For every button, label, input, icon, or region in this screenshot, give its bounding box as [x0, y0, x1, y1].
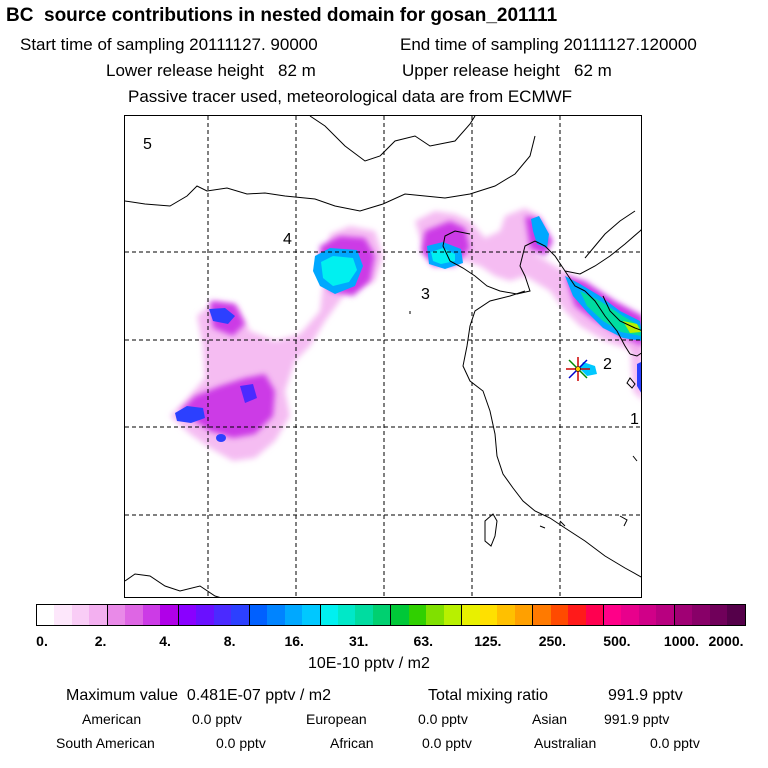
- colorbar-cell: [550, 605, 569, 625]
- south-american-label: South American: [56, 735, 155, 751]
- colorbar-cell: [621, 605, 639, 625]
- region-label-1: 1: [630, 411, 639, 428]
- colorbar-cell: [604, 605, 622, 625]
- colorbar-cell: [533, 605, 551, 625]
- plume-core-coast: [531, 216, 549, 248]
- african-label: African: [330, 735, 374, 751]
- colorbar-cell: [54, 605, 72, 625]
- colorbar-cell: [196, 605, 214, 625]
- south-american-value: 0.0 pptv: [216, 735, 266, 751]
- colorbar-cell: [497, 605, 515, 625]
- colorbar-tick-label: 0.: [36, 633, 48, 649]
- colorbar-tick-label: 1000.: [663, 633, 699, 649]
- total-mixing-value: 991.9 pptv: [608, 687, 683, 704]
- colorbar-cell: [284, 605, 303, 625]
- start-time-label: Start time of sampling 20111127. 90000: [20, 35, 318, 54]
- colorbar-tick-label: 125.: [474, 633, 502, 649]
- colorbar-tick-label: 4.: [159, 633, 171, 649]
- colorbar-cell: [709, 605, 728, 625]
- receptor-star-icon: [566, 357, 590, 381]
- colorbar-tick-label: 31.: [348, 633, 369, 649]
- colorbar-cell: [443, 605, 463, 625]
- asian-label: Asian: [532, 711, 568, 727]
- region-label-2: 2: [603, 356, 612, 373]
- total-mixing-label: Total mixing ratio: [428, 687, 549, 704]
- max-value-text: Maximum value 0.481E-07 pptv / m2: [66, 687, 332, 704]
- american-value: 0.0 pptv: [192, 711, 242, 727]
- region-label-5: 5: [143, 136, 152, 153]
- colorbar-cell: [479, 605, 498, 625]
- map-canvas: [125, 116, 641, 597]
- african-value: 0.0 pptv: [422, 735, 472, 751]
- upper-release-height-label: Upper release height 62 m: [402, 61, 612, 80]
- tracer-note: Passive tracer used, meteorological data…: [128, 87, 573, 106]
- colorbar-cell: [372, 605, 392, 625]
- colorbar-cell: [408, 605, 427, 625]
- colorbar-cell: [267, 605, 285, 625]
- colorbar-cell: [142, 605, 161, 625]
- colorbar-cell: [231, 605, 250, 625]
- colorbar-cell: [160, 605, 179, 625]
- colorbar-cell: [638, 605, 657, 625]
- colorbar-cell: [320, 605, 338, 625]
- colorbar: [36, 604, 746, 626]
- lower-release-height-label: Lower release height 82 m: [106, 61, 316, 80]
- colorbar-cell: [692, 605, 710, 625]
- plume-core-dot: [216, 434, 226, 442]
- colorbar-cell: [656, 605, 675, 625]
- colorbar-cell: [674, 605, 693, 625]
- plume-core-center-inner: [321, 256, 357, 286]
- plume-core-central: [240, 384, 257, 403]
- colorbar-cell: [71, 605, 90, 625]
- colorbar-units: 10E-10 pptv / m2: [308, 655, 430, 672]
- end-time-label: End time of sampling 20111127.120000: [400, 35, 697, 54]
- coastlines: [125, 116, 641, 597]
- colorbar-cell: [37, 605, 55, 625]
- colorbar-cell: [355, 605, 373, 625]
- plume-core-west2: [209, 308, 235, 324]
- colorbar-tick-label: 2000.: [708, 633, 744, 649]
- region-label-4: 4: [283, 231, 292, 248]
- region-label-3: 3: [421, 286, 430, 303]
- european-label: European: [306, 711, 367, 727]
- asian-value: 991.9 pptv: [604, 711, 670, 727]
- colorbar-cell: [426, 605, 444, 625]
- colorbar-cell: [107, 605, 126, 625]
- colorbar-cell: [391, 605, 409, 625]
- colorbar-tick-label: 250.: [538, 633, 566, 649]
- colorbar-cell: [302, 605, 321, 625]
- figure-title: BC source contributions in nested domain…: [6, 5, 558, 26]
- graticule: [125, 116, 641, 597]
- european-value: 0.0 pptv: [418, 711, 468, 727]
- colorbar-cell: [249, 605, 268, 625]
- map-panel: 5 4 3 2 1: [124, 115, 642, 598]
- australian-value: 0.0 pptv: [650, 735, 700, 751]
- colorbar-tick-label: 8.: [223, 633, 236, 649]
- plume-core-west: [175, 406, 205, 423]
- colorbar-cell: [337, 605, 356, 625]
- plume-mid-layer: [180, 216, 641, 438]
- plume-core-east: [637, 362, 641, 393]
- colorbar-tick-label: 16.: [284, 633, 304, 649]
- colorbar-cell: [125, 605, 143, 625]
- australian-label: Australian: [534, 735, 597, 751]
- colorbar-tick-label: 2.: [94, 633, 107, 649]
- colorbar-tick-label: 63.: [413, 633, 433, 649]
- american-label: American: [82, 711, 142, 727]
- colorbar-tick-label: 500.: [603, 633, 631, 649]
- colorbar-cell: [178, 605, 197, 625]
- colorbar-cell: [514, 605, 534, 625]
- colorbar-cell: [568, 605, 586, 625]
- colorbar-cell: [585, 605, 604, 625]
- colorbar-cell: [89, 605, 108, 625]
- colorbar-cell: [462, 605, 480, 625]
- colorbar-cell: [727, 605, 745, 625]
- colorbar-cell: [213, 605, 232, 625]
